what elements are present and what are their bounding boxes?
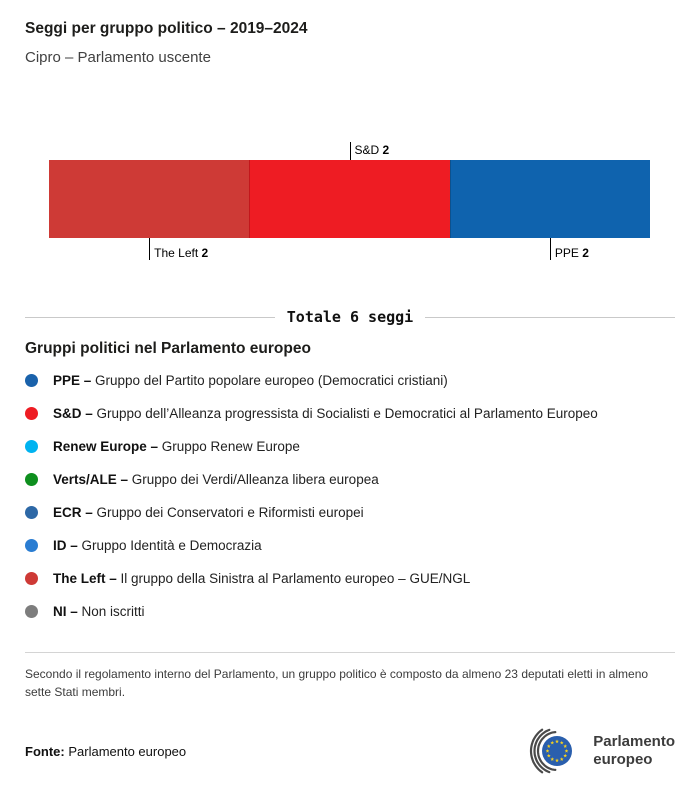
legend-item-label: NI – Non iscritti (53, 604, 145, 619)
legend-item-label: Renew Europe – Gruppo Renew Europe (53, 439, 300, 454)
footer: Fonte: Parlamento europeo Parlamento eur… (25, 727, 675, 775)
bar-segment-sd (249, 160, 450, 238)
divider-line-right (425, 316, 675, 318)
legend-item-ecr: ECR – Gruppo dei Conservatori e Riformis… (25, 496, 675, 529)
group-color-dot-id (25, 539, 38, 552)
group-color-dot-ppe (25, 374, 38, 387)
legend-item-the-left: The Left – Il gruppo della Sinistra al P… (25, 562, 675, 595)
tick-ppe (549, 238, 551, 260)
ep-logo: Parlamento europeo (521, 727, 675, 775)
group-color-dot-renew (25, 440, 38, 453)
divider-line-left (25, 316, 275, 318)
legend: Gruppi politici nel Parlamento europeo P… (0, 326, 700, 628)
source-label: Fonte: (25, 743, 65, 759)
legend-item-label: ID – Gruppo Identità e Democrazia (53, 538, 262, 553)
stacked-bar (49, 160, 650, 238)
bar-label-the-left: The Left 2 (154, 246, 209, 260)
tick-sd (349, 142, 351, 160)
legend-list: PPE – Gruppo del Partito popolare europe… (25, 364, 675, 628)
legend-item-label: The Left – Il gruppo della Sinistra al P… (53, 571, 471, 586)
source-text: Parlamento europeo (68, 743, 187, 759)
page-title: Seggi per gruppo politico – 2019–2024 (25, 20, 308, 37)
bar-segment-the-left (49, 160, 250, 238)
legend-item-sd: S&D – Gruppo dell’Alleanza progressista … (25, 397, 675, 430)
legend-item-label: ECR – Gruppo dei Conservatori e Riformis… (53, 505, 364, 520)
eu-flag-hemicycle-icon (530, 728, 573, 774)
legend-heading: Gruppi politici nel Parlamento europeo (25, 340, 311, 357)
group-color-dot-verts-ale (25, 473, 38, 486)
legend-item-verts-ale: Verts/ALE – Gruppo dei Verdi/Alleanza li… (25, 463, 675, 496)
header: Seggi per gruppo politico – 2019–2024 Ci… (0, 0, 700, 66)
bar-label-ppe: PPE 2 (554, 246, 589, 260)
legend-item-label: Verts/ALE – Gruppo dei Verdi/Alleanza li… (53, 472, 379, 487)
legend-item-ppe: PPE – Gruppo del Partito popolare europe… (25, 364, 675, 397)
legend-item-id: ID – Gruppo Identità e Democrazia (25, 529, 675, 562)
bar-segment-ppe (449, 160, 650, 238)
seats-bar-chart: The Left 2 S&D 2 PPE 2 (49, 110, 650, 272)
source-line: Fonte: Parlamento europeo (25, 744, 186, 759)
footnote: Secondo il regolamento interno del Parla… (25, 667, 649, 699)
bar-label-sd: S&D 2 (354, 143, 390, 157)
group-color-dot-the-left (25, 572, 38, 585)
tick-the-left (149, 238, 151, 260)
legend-item-ni: NI – Non iscritti (25, 595, 675, 628)
group-color-dot-ecr (25, 506, 38, 519)
total-seats-divider: Totale 6 seggi (25, 308, 675, 326)
legend-item-label: S&D – Gruppo dell’Alleanza progressista … (53, 406, 598, 421)
legend-item-label: PPE – Gruppo del Partito popolare europe… (53, 373, 448, 388)
legend-item-renew: Renew Europe – Gruppo Renew Europe (25, 430, 675, 463)
footnote-block: Secondo il regolamento interno del Parla… (25, 652, 675, 701)
group-color-dot-sd (25, 407, 38, 420)
group-color-dot-ni (25, 605, 38, 618)
total-seats-label: Totale 6 seggi (286, 308, 414, 326)
page-subtitle: Cipro – Parlamento uscente (25, 49, 211, 66)
ep-logo-text: Parlamento europeo (593, 733, 675, 768)
